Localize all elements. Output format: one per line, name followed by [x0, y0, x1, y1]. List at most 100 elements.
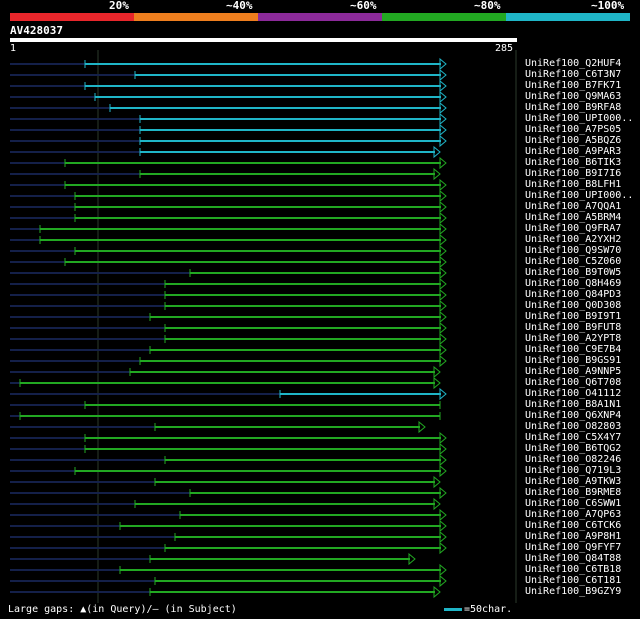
legend-label: ~100% [591, 0, 625, 12]
hit-arrow [439, 90, 447, 104]
hit-arrow [439, 321, 447, 335]
hit-arrow [439, 211, 447, 225]
hit-label[interactable]: UniRef100_C5X4Y7 [525, 432, 622, 443]
hit-label[interactable]: UniRef100_Q6T708 [525, 377, 622, 388]
hit-label[interactable]: UniRef100_B8A1N1 [525, 399, 622, 410]
hit-arrow [433, 365, 441, 379]
legend-label: ~40% [226, 0, 253, 12]
hit-arrow [439, 530, 447, 544]
hit-arrow [418, 420, 426, 434]
hit-arrow [439, 464, 447, 478]
hit-arrow [439, 123, 447, 137]
hit-label[interactable]: UniRef100_Q84T88 [525, 553, 622, 564]
query-name: AV428037 [10, 24, 63, 37]
hit-arrow [439, 288, 447, 302]
hit-label[interactable]: UniRef100_B7FK71 [525, 80, 622, 91]
hit-arrow [433, 376, 441, 390]
hit-arrow [439, 178, 447, 192]
hit-label[interactable]: UniRef100_A7QP63 [525, 509, 622, 520]
hit-label[interactable]: UniRef100_A9P8H1 [525, 531, 622, 542]
hit-label[interactable]: UniRef100_A9NNP5 [525, 366, 622, 377]
hit-arrow [439, 79, 447, 93]
hit-label[interactable]: UniRef100_B9RME8 [525, 487, 622, 498]
hit-arrow [439, 574, 447, 588]
hit-label[interactable]: UniRef100_Q9SW70 [525, 245, 622, 256]
hit-label[interactable]: UniRef100_C6TB18 [525, 564, 622, 575]
hit-label[interactable]: UniRef100_UPI000.. [525, 113, 634, 124]
hit-label[interactable]: UniRef100_A2YXH2 [525, 234, 622, 245]
hit-arrow [439, 266, 447, 280]
hit-label[interactable]: UniRef100_B8LFH1 [525, 179, 622, 190]
legend-segment [134, 13, 258, 21]
hit-label[interactable]: UniRef100_B9FUT8 [525, 322, 622, 333]
hit-arrow [439, 442, 447, 456]
hit-label[interactable]: UniRef100_Q0D308 [525, 300, 622, 311]
hit-label[interactable]: UniRef100_Q9FYF7 [525, 542, 622, 553]
hit-arrow [433, 475, 441, 489]
hit-label[interactable]: UniRef100_UPI000.. [525, 190, 634, 201]
hit-label[interactable]: UniRef100_A7PS05 [525, 124, 622, 135]
hit-arrow [439, 112, 447, 126]
hit-label[interactable]: UniRef100_C6T3N7 [525, 69, 622, 80]
hit-label[interactable]: UniRef100_O82803 [525, 421, 622, 432]
hit-arrow [439, 255, 447, 269]
hit-label[interactable]: UniRef100_B9I7I6 [525, 168, 622, 179]
hit-label[interactable]: UniRef100_B9T0W5 [525, 267, 622, 278]
hit-arrow [439, 244, 447, 258]
hit-arrow [439, 508, 447, 522]
hit-arrow [439, 332, 447, 346]
ruler-end-label: 285 [495, 43, 514, 54]
hit-arrow [439, 277, 447, 291]
hit-label[interactable]: UniRef100_C5Z060 [525, 256, 622, 267]
query-ruler [10, 38, 517, 42]
hit-label[interactable]: UniRef100_C6T181 [525, 575, 622, 586]
hit-label[interactable]: UniRef100_A5BQZ6 [525, 135, 622, 146]
hit-label[interactable]: UniRef100_Q9MA63 [525, 91, 622, 102]
hit-arrow [439, 134, 447, 148]
hit-arrow [439, 354, 447, 368]
hit-label[interactable]: UniRef100_O82246 [525, 454, 622, 465]
hit-arrow [439, 310, 447, 324]
hit-label[interactable]: UniRef100_B9GS91 [525, 355, 622, 366]
hit-arrow [439, 156, 447, 170]
hit-label[interactable]: UniRef100_A9TKW3 [525, 476, 622, 487]
hit-label[interactable]: UniRef100_Q84PD3 [525, 289, 622, 300]
hit-arrow [439, 431, 447, 445]
hit-label[interactable]: UniRef100_B9I9T1 [525, 311, 622, 322]
hit-label[interactable]: UniRef100_A7QQA1 [525, 201, 622, 212]
scale-legend: =50char. [444, 604, 512, 615]
hit-arrow [439, 68, 447, 82]
legend-segment [10, 13, 134, 21]
hit-label[interactable]: UniRef100_Q8H469 [525, 278, 622, 289]
hit-label[interactable]: UniRef100_A5BRM4 [525, 212, 622, 223]
hit-arrow [439, 563, 447, 577]
hit-label[interactable]: UniRef100_B9GZY9 [525, 586, 622, 597]
scale-swatch-icon [444, 607, 462, 611]
hit-label[interactable]: UniRef100_A2YPT8 [525, 333, 622, 344]
hit-label[interactable]: UniRef100_A9PAR3 [525, 146, 622, 157]
hit-arrow [439, 519, 447, 533]
hit-label[interactable]: UniRef100_Q719L3 [525, 465, 622, 476]
identity-legend: 20% ~40% ~60% ~80% ~100% [10, 0, 630, 22]
hit-arrow [439, 299, 447, 313]
hit-label[interactable]: UniRef100_B6TQG2 [525, 443, 622, 454]
hit-label[interactable]: UniRef100_Q2HUF4 [525, 58, 622, 69]
hit-label[interactable]: UniRef100_B6TIK3 [525, 157, 622, 168]
hit-label[interactable]: UniRef100_C6TCK6 [525, 520, 622, 531]
hit-label[interactable]: UniRef100_O41112 [525, 388, 622, 399]
hit-label[interactable]: UniRef100_C6SWW1 [525, 498, 622, 509]
hit-arrow [433, 497, 441, 511]
hit-arrow [433, 145, 441, 159]
legend-segment [382, 13, 506, 21]
hit-arrow [433, 167, 441, 181]
legend-segment [258, 13, 382, 21]
hit-label[interactable]: UniRef100_C9E7B4 [525, 344, 622, 355]
hit-label[interactable]: UniRef100_Q9FRA7 [525, 223, 622, 234]
hit-label[interactable]: UniRef100_Q6XNP4 [525, 410, 622, 421]
hit-arrow [439, 200, 447, 214]
hit-arrow [439, 189, 447, 203]
large-gaps-legend: Large gaps: ▲(in Query)/— (in Subject) [8, 604, 237, 615]
hit-label[interactable]: UniRef100_B9RFA8 [525, 102, 622, 113]
hit-arrow [439, 222, 447, 236]
